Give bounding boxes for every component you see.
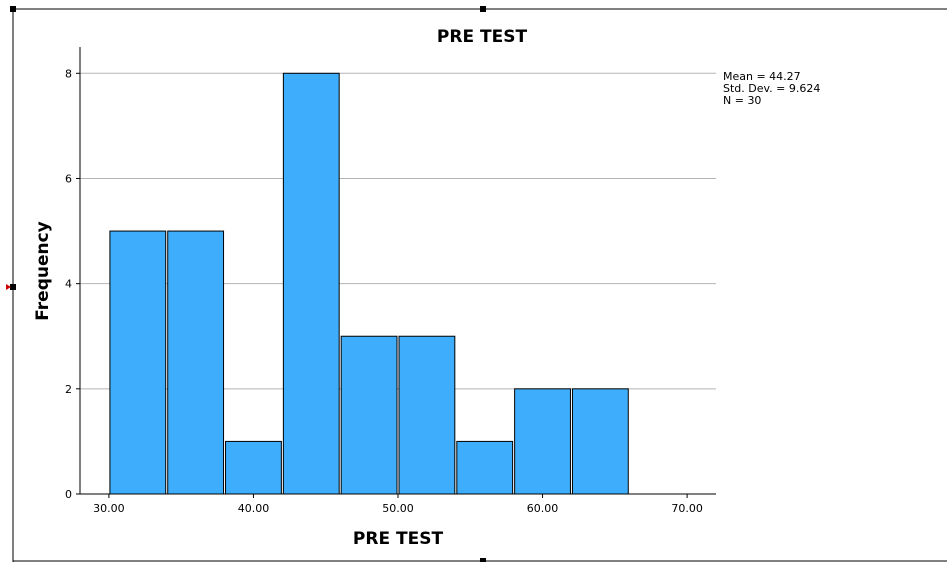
resize-handle-top[interactable] [480, 6, 486, 12]
histogram-bar-7 [456, 440, 514, 495]
y-tick-label-4: 4 [65, 278, 72, 291]
chart-title: PRE TEST [437, 27, 528, 47]
resize-handle-left[interactable] [10, 284, 16, 290]
y-axis-title: Frequency [33, 221, 53, 321]
stats-mean: Mean = 44.27 [723, 70, 801, 83]
stats-box: Mean = 44.27 Std. Dev. = 9.624 N = 30 [723, 70, 820, 107]
axes [76, 47, 716, 498]
selection-marker-icon [6, 284, 11, 290]
histogram-bar-2 [167, 230, 225, 495]
y-tick-label-2: 2 [65, 383, 72, 396]
stats-std-dev: Std. Dev. = 9.624 [723, 82, 820, 95]
y-tick-label-8: 8 [65, 67, 72, 80]
y-tick-label-0: 0 [65, 488, 72, 501]
y-tick-label-6: 6 [65, 172, 72, 185]
stats-n: N = 30 [723, 94, 761, 107]
histogram-bar-3 [225, 440, 282, 495]
histogram-bar-4 [282, 72, 340, 495]
x-tick-label-50: 50.00 [382, 502, 414, 515]
tick-labels: 0 2 4 6 8 30.00 40.00 50.00 60.00 70.00 [65, 67, 703, 515]
x-tick-label-60: 60.00 [527, 502, 559, 515]
resize-handle-bottom[interactable] [480, 558, 486, 562]
resize-handle-top-left[interactable] [10, 6, 16, 12]
histogram-bar-9 [571, 388, 629, 495]
histogram-bar-1 [109, 230, 167, 495]
x-tick-label-30: 30.00 [93, 502, 125, 515]
x-tick-label-70: 70.00 [671, 502, 703, 515]
histogram-bar-8 [514, 388, 571, 495]
x-tick-label-40: 40.00 [238, 502, 270, 515]
histogram-bar-6 [398, 335, 456, 495]
histogram-bar-5 [340, 335, 398, 495]
x-axis-title: PRE TEST [353, 529, 444, 549]
